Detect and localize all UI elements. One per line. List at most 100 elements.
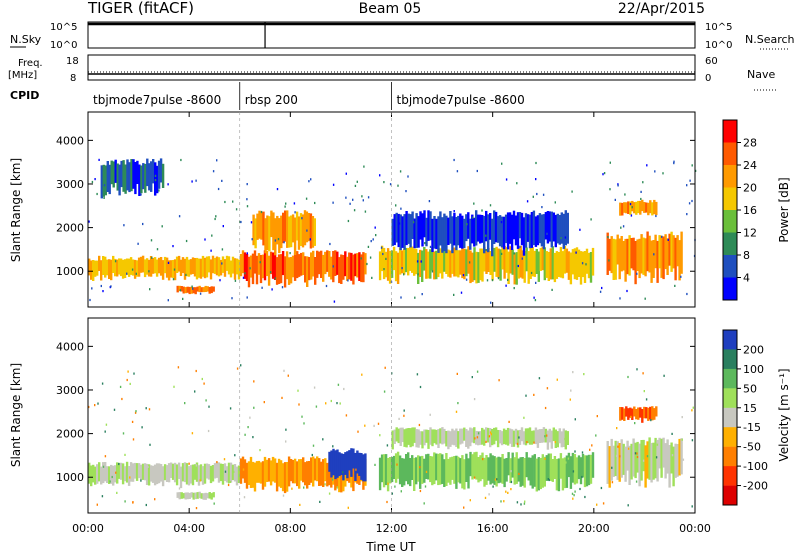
heat-cell bbox=[102, 256, 105, 275]
heat-cell bbox=[429, 427, 432, 445]
heat-cell bbox=[672, 446, 675, 487]
heat-speckle bbox=[310, 178, 312, 181]
heat-speckle bbox=[320, 462, 322, 465]
heat-speckle bbox=[626, 289, 628, 293]
heat-cell bbox=[344, 251, 347, 277]
heat-cell bbox=[520, 212, 524, 246]
heat-cell bbox=[149, 256, 153, 277]
heat-speckle bbox=[421, 293, 423, 296]
heat-speckle bbox=[686, 184, 688, 187]
heat-cell bbox=[129, 462, 133, 482]
heat-cell bbox=[481, 452, 484, 480]
heat-cell bbox=[415, 457, 418, 485]
heat-cell bbox=[487, 427, 490, 443]
heat-speckle bbox=[129, 382, 131, 385]
heat-speckle bbox=[151, 256, 153, 259]
heat-cell bbox=[577, 249, 581, 277]
heat-cell bbox=[130, 159, 133, 192]
heat-speckle bbox=[556, 378, 558, 381]
heat-cell bbox=[489, 213, 492, 240]
heat-speckle bbox=[486, 279, 489, 282]
heat-cell bbox=[145, 258, 149, 275]
heat-cell bbox=[512, 210, 516, 240]
heat-cell bbox=[273, 458, 277, 483]
heat-speckle bbox=[205, 399, 207, 402]
heat-cell bbox=[638, 238, 641, 279]
heat-speckle bbox=[424, 242, 426, 245]
heat-speckle bbox=[367, 245, 370, 248]
heat-cell bbox=[350, 252, 353, 281]
heat-cell bbox=[386, 458, 390, 492]
colorbar-tick-label: -15 bbox=[743, 421, 761, 434]
heat-speckle bbox=[547, 478, 549, 481]
heat-speckle bbox=[489, 204, 492, 207]
heat-cell bbox=[398, 247, 402, 275]
heat-speckle bbox=[627, 504, 629, 507]
heat-speckle bbox=[463, 506, 465, 509]
heat-cell bbox=[390, 456, 394, 483]
heat-cell bbox=[504, 429, 508, 445]
heat-cell bbox=[198, 491, 201, 499]
heat-speckle bbox=[650, 419, 652, 422]
heat-cell bbox=[320, 250, 323, 278]
heat-cell bbox=[104, 256, 107, 278]
heat-cell bbox=[225, 255, 229, 271]
cpid-segment-label: tbjmode7pulse -8600 bbox=[397, 93, 525, 107]
heat-speckle bbox=[311, 453, 313, 457]
heat-cell bbox=[203, 257, 207, 279]
heat-cell bbox=[306, 256, 309, 287]
heat-cell bbox=[483, 215, 486, 254]
heat-cell bbox=[243, 252, 247, 279]
heat-speckle bbox=[517, 264, 519, 268]
heat-speckle bbox=[468, 261, 471, 264]
heat-cell bbox=[514, 428, 518, 445]
nave-tick-top: 60 bbox=[705, 56, 718, 67]
heat-cell bbox=[443, 428, 446, 444]
heat-speckle bbox=[345, 172, 347, 175]
heat-speckle bbox=[199, 292, 202, 295]
heat-cell bbox=[531, 455, 534, 489]
heat-speckle bbox=[535, 161, 537, 165]
heat-cell bbox=[550, 430, 553, 449]
heat-cell bbox=[499, 249, 502, 281]
heat-speckle bbox=[353, 209, 356, 212]
heat-cell bbox=[660, 235, 663, 278]
freq-tick-top: 18 bbox=[66, 56, 79, 67]
heat-speckle bbox=[127, 370, 129, 373]
heat-cell bbox=[449, 431, 452, 447]
heat-cell bbox=[217, 257, 221, 277]
freq-panel-frame bbox=[87, 54, 696, 81]
heat-cell bbox=[608, 446, 611, 488]
heat-cell bbox=[245, 462, 249, 489]
heat-speckle bbox=[538, 377, 541, 380]
heat-cell bbox=[539, 247, 542, 271]
heat-cell bbox=[633, 202, 636, 214]
heat-cell bbox=[310, 457, 313, 483]
heat-speckle bbox=[496, 478, 498, 481]
heat-cell bbox=[606, 232, 609, 275]
heat-cell bbox=[437, 216, 440, 253]
heat-cell bbox=[510, 429, 514, 447]
heat-speckle bbox=[328, 492, 331, 495]
heat-cell bbox=[561, 251, 565, 279]
heat-cell bbox=[211, 465, 215, 482]
heat-cell bbox=[259, 255, 263, 284]
heat-cell bbox=[348, 450, 351, 471]
heat-speckle bbox=[203, 382, 205, 385]
heat-cell bbox=[421, 213, 424, 247]
heat-speckle bbox=[400, 296, 402, 299]
heat-speckle bbox=[636, 272, 638, 275]
heat-speckle bbox=[681, 416, 683, 419]
heat-speckle bbox=[135, 410, 137, 413]
heat-cell bbox=[300, 459, 303, 481]
heat-cell bbox=[581, 251, 585, 278]
heat-speckle bbox=[616, 427, 618, 430]
heat-cell bbox=[517, 458, 520, 482]
heat-speckle bbox=[524, 500, 526, 503]
heat-cell bbox=[473, 217, 476, 247]
heat-cell bbox=[118, 164, 121, 196]
heat-cell bbox=[499, 457, 502, 483]
heat-speckle bbox=[235, 208, 238, 211]
heat-speckle bbox=[603, 172, 606, 175]
heat-speckle bbox=[544, 457, 546, 460]
